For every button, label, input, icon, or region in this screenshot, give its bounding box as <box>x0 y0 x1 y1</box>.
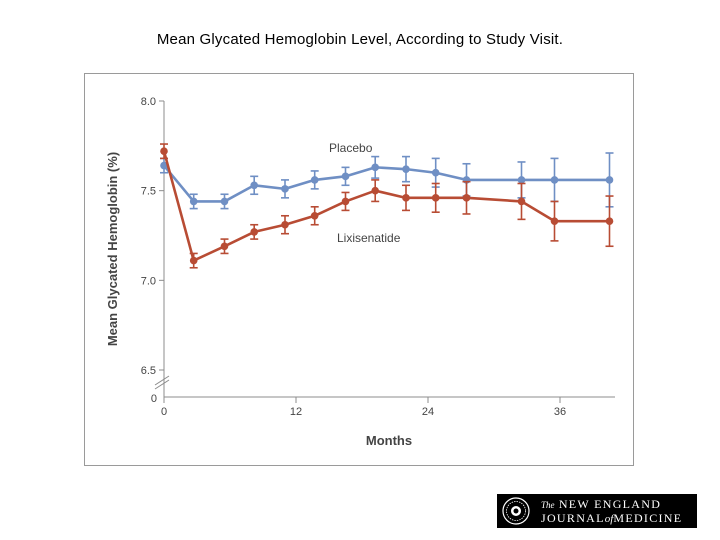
lixisenatide-point <box>550 217 559 225</box>
lixisenatide-point <box>341 197 350 206</box>
y-tick-label-zero: 0 <box>151 393 157 405</box>
placebo-point <box>402 165 410 173</box>
slide-title: Mean Glycated Hemoglobin Level, Accordin… <box>156 31 564 48</box>
series-label-placebo: Placebo <box>329 141 373 155</box>
placebo-point <box>250 181 258 190</box>
lixisenatide-point <box>250 228 258 236</box>
lixisenatide-point <box>462 194 471 202</box>
placebo-point <box>281 185 289 193</box>
nejm-logo: The NEW ENGLAND JOURNALofMEDICINE <box>497 494 697 528</box>
placebo-point <box>341 172 350 181</box>
lixisenatide-point <box>281 220 289 229</box>
nejm-logo-line1: The NEW ENGLAND <box>541 497 662 511</box>
lixisenatide-line <box>162 150 610 262</box>
x-tick-label: 36 <box>554 406 566 418</box>
series-label-lixisenatide: Lixisenatide <box>337 231 401 245</box>
lixisenatide-point <box>402 194 410 202</box>
chart-panel: 6.5 7.0 7.5 8.0 0 12 24 36 0 Mean Glycated Hem… <box>84 73 634 466</box>
placebo-point <box>550 176 559 184</box>
series-lixisenatide <box>160 143 614 269</box>
y-tick-label: 7.5 <box>141 186 156 198</box>
placebo-point <box>371 163 380 172</box>
placebo-point <box>605 176 614 184</box>
lixisenatide-point <box>605 217 614 225</box>
lixisenatide-point <box>310 211 319 220</box>
placebo-point <box>189 197 198 206</box>
hba1c-line-chart: 6.5 7.0 7.5 8.0 0 12 24 36 0 Mean Glycated Hem… <box>105 96 615 448</box>
placebo-line <box>162 164 610 203</box>
y-tick-label: 6.5 <box>141 365 156 377</box>
x-tick-label: 12 <box>290 406 302 418</box>
y-axis-label: Mean Glycated Hemoglobin (%) <box>105 152 120 346</box>
nejm-seal-icon <box>502 497 530 525</box>
placebo-point <box>310 176 319 184</box>
lixisenatide-point <box>431 194 440 202</box>
lixisenatide-point <box>371 186 380 195</box>
axis-break-marker <box>154 375 170 390</box>
y-tick-label: 7.0 <box>141 275 156 287</box>
lixisenatide-point <box>220 242 229 251</box>
placebo-point <box>160 161 168 170</box>
lixisenatide-point <box>160 147 168 156</box>
lixisenatide-point <box>517 197 526 206</box>
placebo-point <box>220 197 229 206</box>
x-tick-label: 0 <box>161 406 167 418</box>
x-axis-label: Months <box>366 433 412 448</box>
y-tick-label: 8.0 <box>141 96 156 108</box>
nejm-logo-line2: JOURNALofMEDICINE <box>541 511 683 525</box>
lixisenatide-point <box>189 256 198 265</box>
series-placebo <box>160 152 614 210</box>
placebo-point <box>431 168 440 177</box>
placebo-point <box>517 176 526 184</box>
x-tick-label: 24 <box>422 406 434 418</box>
